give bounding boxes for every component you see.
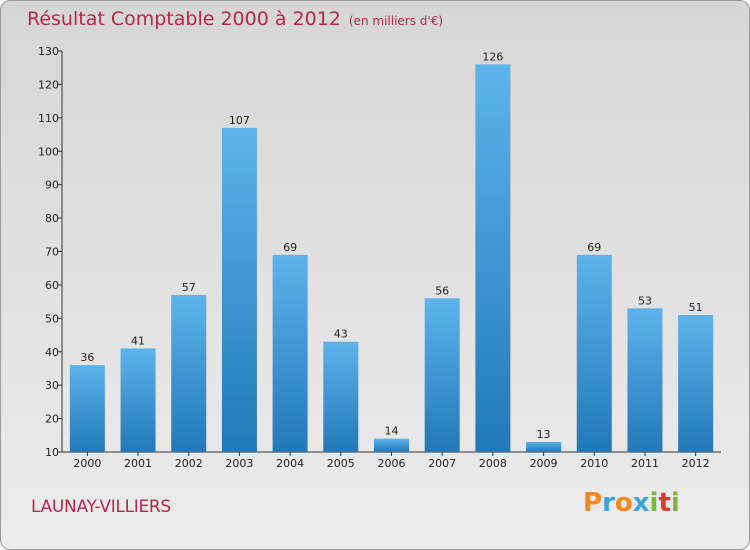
bar-value-label: 69	[283, 241, 297, 254]
bar-value-label: 13	[537, 428, 551, 441]
bar-2003	[221, 127, 257, 452]
logo-letter: o	[614, 488, 633, 518]
bar-2009	[526, 441, 562, 452]
bar-2000	[69, 365, 105, 452]
bar-2010	[576, 254, 612, 452]
bar-2007	[424, 298, 460, 452]
bar-value-label: 14	[385, 425, 399, 438]
bar-2004	[272, 254, 308, 452]
x-tick-label: 2001	[124, 457, 152, 470]
x-tick-label: 2004	[276, 457, 304, 470]
bar-value-label: 53	[638, 294, 652, 307]
x-tick-label: 2007	[428, 457, 456, 470]
y-tick-label: 60	[45, 279, 59, 292]
bar-2002	[171, 294, 207, 452]
x-tick-label: 2006	[378, 457, 406, 470]
bar-value-label: 57	[182, 281, 196, 294]
logo-letter: i	[649, 488, 659, 518]
y-tick-label: 120	[38, 78, 59, 91]
y-tick-label: 50	[45, 312, 59, 325]
chart-title: Résultat Comptable 2000 à 2012 (en millie…	[27, 8, 443, 30]
bar-2006	[374, 438, 409, 452]
logo-letter: t	[658, 488, 671, 518]
x-tick-label: 2011	[631, 457, 659, 470]
bar-value-label: 43	[334, 328, 348, 341]
location-name: LAUNAY-VILLIERS	[31, 497, 171, 517]
y-tick-label: 110	[38, 112, 59, 125]
logo-letter: P	[583, 488, 603, 518]
chart-title-text: Résultat Comptable 2000 à 2012	[27, 8, 341, 30]
logo-letter: x	[632, 488, 650, 518]
x-tick-label: 2003	[225, 457, 253, 470]
chart-bars	[69, 64, 714, 452]
y-tick-label: 130	[38, 45, 59, 58]
x-tick-label: 2002	[175, 457, 203, 470]
chart-value-labels: 36 41 57 107 69 43 14 56 126 13 69 53 51	[80, 50, 702, 441]
bar-value-label: 107	[229, 114, 250, 127]
y-tick-label: 30	[45, 379, 59, 392]
bar-value-label: 126	[482, 50, 503, 63]
y-tick-label: 80	[45, 212, 59, 225]
bar-value-label: 36	[80, 351, 94, 364]
y-tick-label: 10	[45, 446, 59, 459]
bar-2005	[323, 341, 359, 452]
y-tick-label: 90	[45, 179, 59, 192]
y-tick-label: 20	[45, 413, 59, 426]
y-tick-label: 70	[45, 246, 59, 259]
y-tick-label: 40	[45, 346, 59, 359]
bar-value-label: 69	[587, 241, 601, 254]
bar-2001	[120, 348, 156, 452]
chart-subtitle: (en milliers d'€)	[348, 14, 444, 28]
y-tick-label: 100	[38, 145, 59, 158]
x-tick-label: 2009	[530, 457, 558, 470]
x-tick-label: 2012	[682, 457, 710, 470]
bar-2011	[627, 308, 663, 452]
logo-letter: r	[602, 488, 615, 518]
proxiti-logo: Proxiti	[583, 488, 680, 518]
bar-2008	[475, 64, 511, 452]
x-tick-label: 2000	[73, 457, 101, 470]
x-tick-label: 2010	[580, 457, 608, 470]
logo-letter: i	[670, 488, 680, 518]
bar-value-label: 41	[131, 334, 145, 347]
x-tick-label: 2005	[327, 457, 355, 470]
x-tick-label: 2008	[479, 457, 507, 470]
bar-2012	[678, 314, 714, 452]
bar-value-label: 51	[689, 301, 703, 314]
bar-value-label: 56	[435, 284, 449, 297]
